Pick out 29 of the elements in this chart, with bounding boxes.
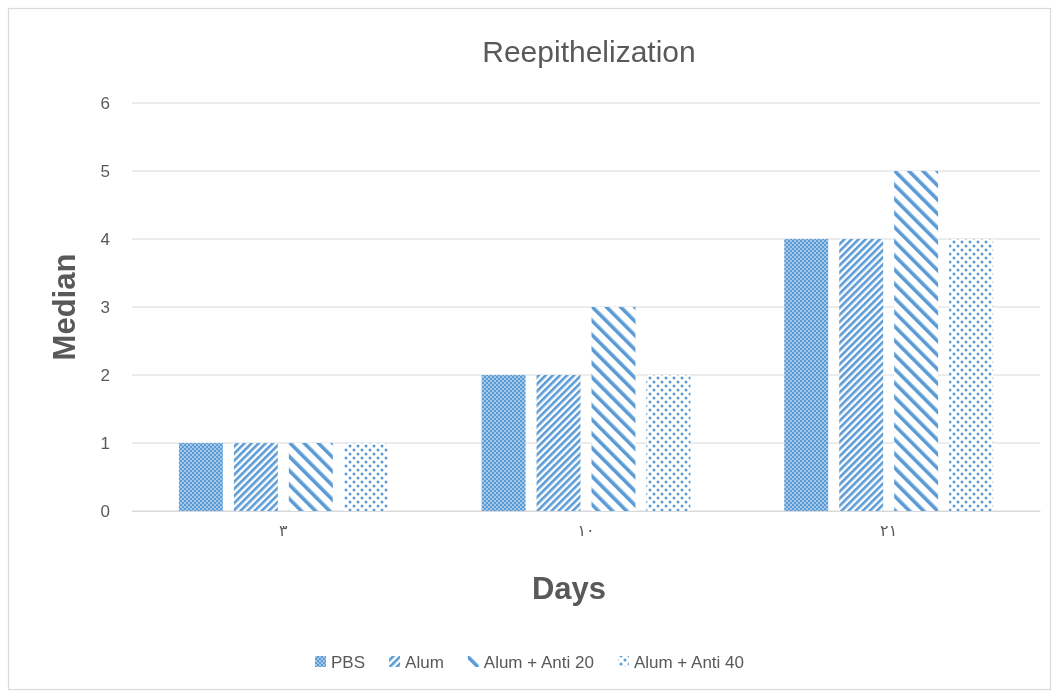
y-tick-label: 4 <box>100 229 110 249</box>
bar <box>784 239 829 511</box>
y-tick-label: 2 <box>100 365 110 385</box>
y-tick-label: 3 <box>100 297 110 317</box>
bar <box>591 307 636 511</box>
x-tick-label: ٢١ <box>880 521 898 541</box>
bar <box>233 443 278 511</box>
bar <box>646 375 691 511</box>
bar <box>481 375 526 511</box>
y-axis-title: Median <box>47 253 82 361</box>
bar <box>894 171 939 511</box>
legend-label: Alum <box>405 652 444 672</box>
y-tick-label: 0 <box>100 501 110 521</box>
x-axis-title: Days <box>531 571 607 606</box>
legend-label: Alum + Anti 20 <box>483 652 594 672</box>
legend-label: PBS <box>331 652 366 672</box>
bar <box>949 239 994 511</box>
x-tick-label: ١٠ <box>577 521 595 541</box>
y-tick-label: 6 <box>100 93 110 113</box>
x-tick-label: ٣ <box>279 521 289 541</box>
chart-title: Reepithelization <box>482 35 696 68</box>
bar <box>343 443 388 511</box>
y-tick-label: 1 <box>100 433 110 453</box>
legend-label: Alum + Anti 40 <box>633 652 744 672</box>
y-tick-label: 5 <box>100 161 110 181</box>
bar <box>536 375 581 511</box>
bar <box>839 239 884 511</box>
bar <box>178 443 223 511</box>
bar <box>288 443 333 511</box>
